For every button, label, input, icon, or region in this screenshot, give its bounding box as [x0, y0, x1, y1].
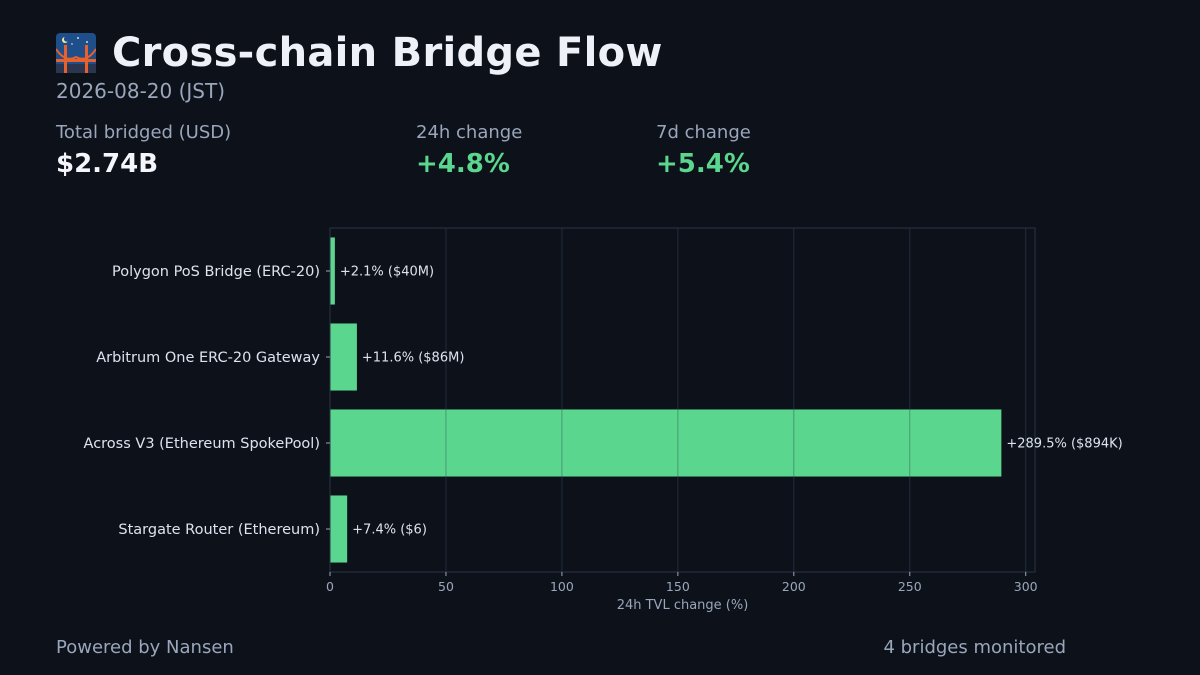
stat-label: Total bridged (USD)	[56, 122, 232, 143]
bar	[330, 409, 1002, 477]
data-label: +7.4% ($6)	[352, 523, 427, 538]
stat-7d-change: 7d change +5.4%	[656, 122, 751, 179]
bar	[330, 237, 335, 305]
plot-frame	[329, 227, 1036, 573]
data-label: +2.1% ($40M)	[340, 265, 434, 280]
category-label: Stargate Router (Ethereum)	[118, 522, 320, 538]
x-tick-label: 150	[666, 579, 690, 594]
stat-24h-change: 24h change +4.8%	[416, 122, 522, 179]
category-label: Across V3 (Ethereum SpokePool)	[84, 436, 320, 452]
x-tick-label: 0	[326, 579, 334, 594]
category-label: Polygon PoS Bridge (ERC-20)	[112, 264, 320, 280]
data-label: +11.6% ($86M)	[362, 351, 465, 366]
page-title: Cross-chain Bridge Flow	[112, 30, 663, 76]
stat-value: $2.74B	[56, 149, 159, 179]
bridge-icon	[55, 33, 97, 73]
x-tick-label: 100	[550, 579, 574, 594]
footer-powered-by: Powered by Nansen	[56, 637, 234, 658]
bar	[330, 323, 357, 391]
date-subtitle: 2026-08-20 (JST)	[56, 79, 226, 103]
x-tick-label: 200	[782, 579, 806, 594]
stat-label: 7d change	[656, 122, 751, 143]
footer-bridge-count: 4 bridges monitored	[883, 637, 1066, 658]
header: Cross-chain Bridge Flow	[55, 30, 663, 76]
stat-value: +5.4%	[656, 149, 750, 179]
x-tick-label: 250	[898, 579, 922, 594]
stat-value: +4.8%	[416, 149, 510, 179]
title-row: Cross-chain Bridge Flow	[55, 30, 663, 76]
x-tick-label: 50	[438, 579, 454, 594]
stat-total-bridged: Total bridged (USD) $2.74B	[56, 122, 231, 179]
bar	[330, 495, 348, 563]
x-axis-label: 24h TVL change (%)	[617, 598, 749, 613]
stat-label: 24h change	[416, 122, 523, 143]
x-tick-label: 300	[1014, 579, 1038, 594]
data-label: +289.5% ($894K)	[1006, 437, 1122, 452]
category-label: Arbitrum One ERC-20 Gateway	[96, 350, 320, 366]
